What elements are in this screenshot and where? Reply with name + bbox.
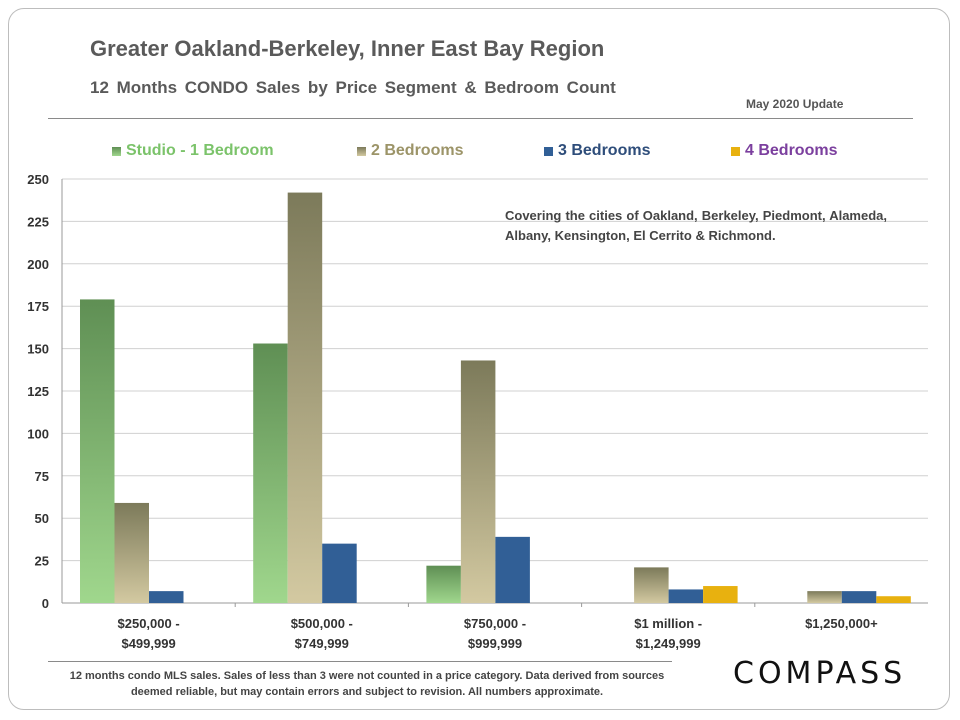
x-tick-label: $250,000 - [118,616,180,631]
x-tick-label: $499,999 [121,636,175,651]
bar [634,567,669,603]
legend-swatch-studio [112,146,121,156]
legend-label-studio: Studio - 1 Bedroom [126,142,274,159]
bar [668,589,704,603]
bar [287,192,323,603]
legend-swatch-2-bedrooms [357,146,366,156]
legend-item-2-bedrooms: 2 Bedrooms [357,142,463,160]
bar [495,536,530,603]
legend-label-3-bedrooms: 3 Bedrooms [558,142,651,159]
coverage-note: Covering the cities of Oakland, Berkeley… [505,208,887,243]
legend-item-studio: Studio - 1 Bedroom [112,142,274,160]
x-tick-label: $750,000 - [464,616,526,631]
y-tick-label: 175 [27,299,49,314]
bar [322,543,357,603]
bar [876,596,911,603]
bar [703,586,738,603]
bar [807,591,842,603]
compass-logo: COMPASS [733,656,907,691]
y-tick-label: 25 [35,554,49,569]
y-tick-label: 100 [27,426,49,441]
header-divider [48,118,913,119]
legend-label-4-bedrooms: 4 Bedrooms [745,142,838,159]
legend-swatch-3-bedrooms [544,146,553,156]
y-tick-label: 50 [35,511,49,526]
x-tick-label: $999,999 [468,636,522,651]
x-tick-label: $500,000 - [291,616,353,631]
bar [80,299,115,603]
bar [149,591,184,603]
legend-item-3-bedrooms: 3 Bedrooms [544,142,650,160]
legend-label-2-bedrooms: 2 Bedrooms [371,142,464,159]
bar [460,360,496,603]
legend-item-4-bedrooms: 4 Bedrooms [731,142,837,160]
x-tick-label: $749,999 [295,636,349,651]
x-tick-label: $1 million - [634,616,702,631]
update-label: May 2020 Update [746,97,844,111]
bar [426,565,461,603]
y-tick-label: 250 [27,172,49,187]
bar [253,343,288,603]
chart-subtitle: 12 Months CONDO Sales by Price Segment &… [90,78,616,97]
x-tick-label: $1,250,000+ [805,616,878,631]
slide-frame [8,8,950,710]
chart-title: Greater Oakland-Berkeley, Inner East Bay… [90,36,605,61]
y-tick-label: 225 [27,214,49,229]
bar [841,591,877,603]
footer-divider [48,661,672,662]
y-tick-label: 75 [35,469,49,484]
y-tick-label: 0 [42,596,49,611]
legend-swatch-4-bedrooms [731,146,740,156]
y-tick-label: 150 [27,342,49,357]
footnote: 12 months condo MLS sales. Sales of less… [69,670,665,698]
bar [114,502,149,603]
x-tick-label: $1,249,999 [636,636,701,651]
y-tick-label: 125 [27,384,49,399]
y-tick-label: 200 [27,257,49,272]
